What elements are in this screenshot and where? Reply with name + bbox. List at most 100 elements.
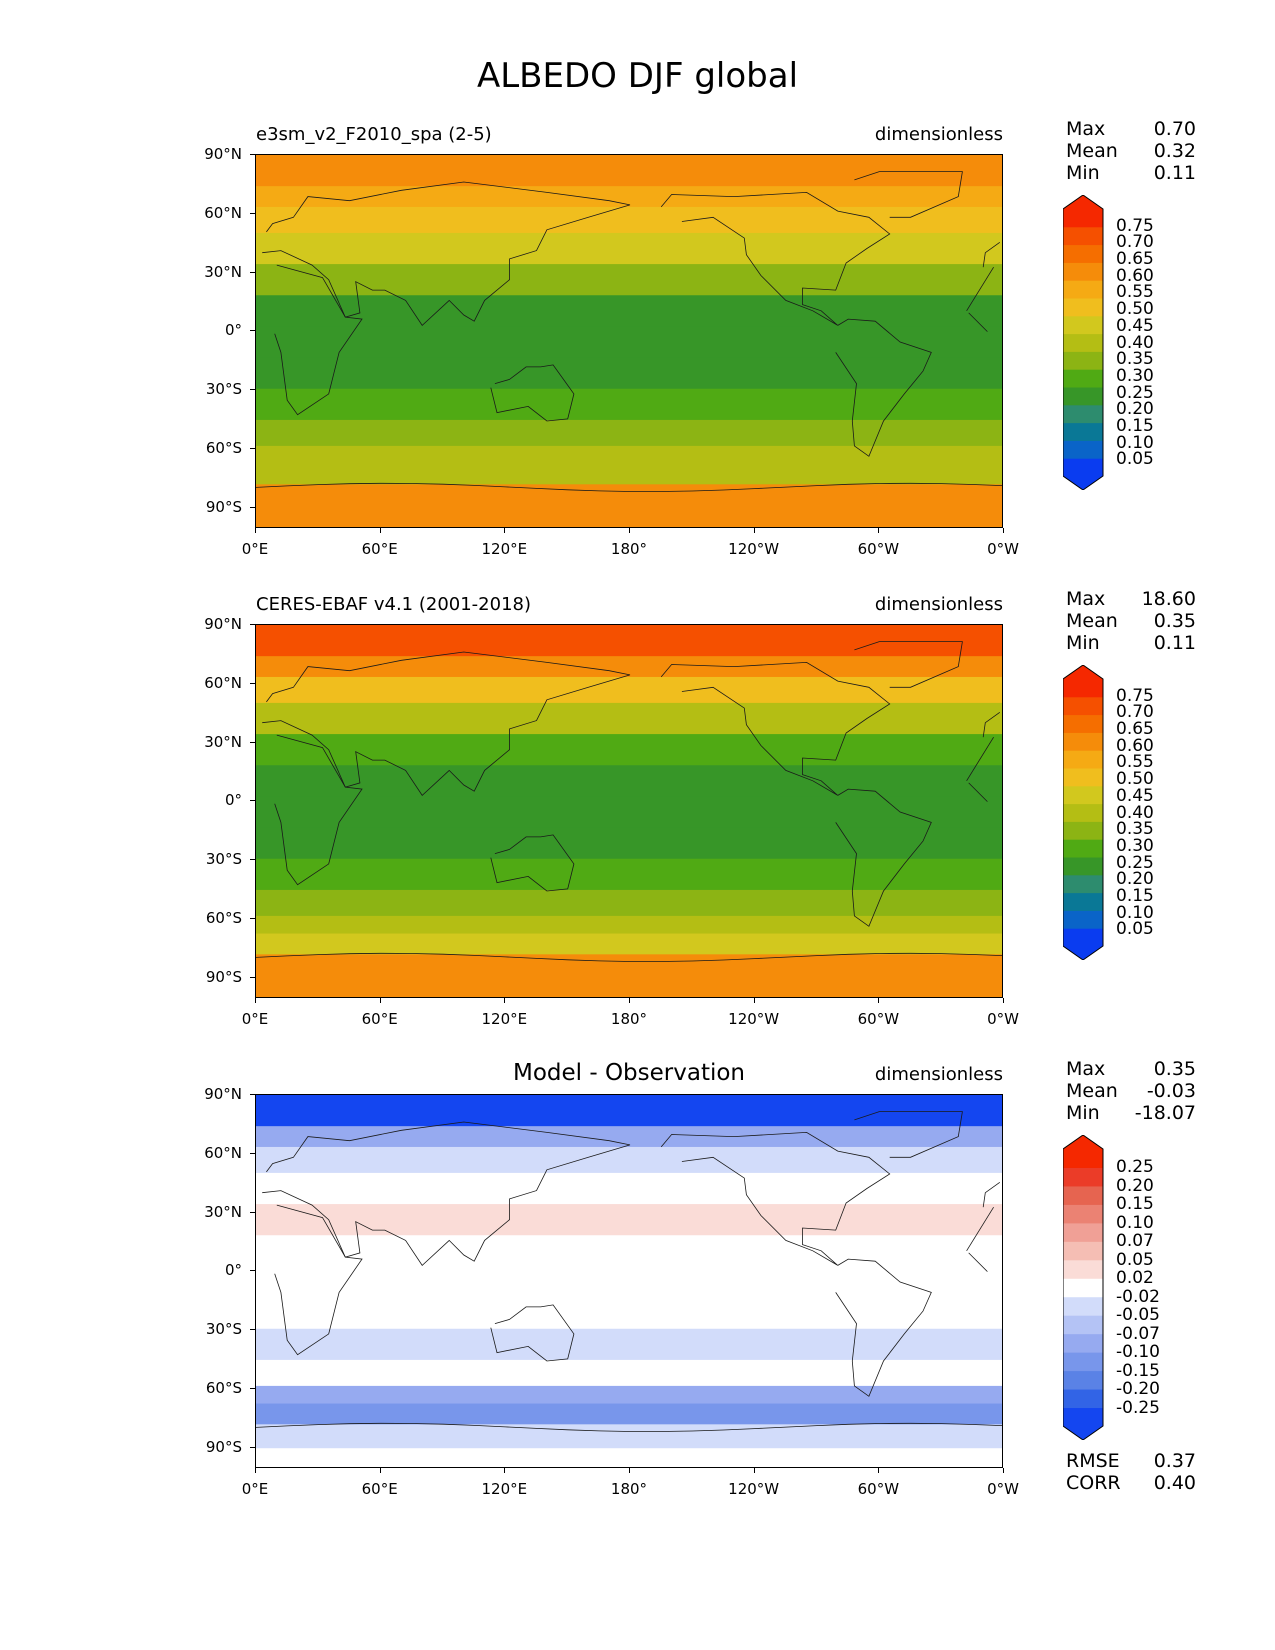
x-tick-label: 120°E xyxy=(481,1010,528,1028)
x-tick xyxy=(1003,998,1004,1003)
coastline xyxy=(966,266,994,312)
x-tick xyxy=(379,998,381,1003)
colorbar-swatch xyxy=(1063,369,1103,388)
stat-label: Min xyxy=(1066,632,1100,654)
coastline xyxy=(835,788,932,927)
colorbar-label: 0.45 xyxy=(1116,315,1154,336)
colorbar-label: 0.65 xyxy=(1116,719,1154,740)
y-tick xyxy=(250,389,255,390)
y-tick xyxy=(250,1329,255,1330)
lat-band-cell xyxy=(256,915,1002,935)
colorbar-label: -0.25 xyxy=(1116,1397,1160,1418)
coastline-antarctica xyxy=(256,952,1002,962)
colorbar-swatch xyxy=(1063,785,1103,805)
coastline xyxy=(966,1206,994,1252)
y-tick xyxy=(250,918,255,919)
colorbar-label: 0.05 xyxy=(1116,919,1154,940)
x-tick-label: 180° xyxy=(610,540,648,558)
y-tick-label: 90°N xyxy=(204,1085,242,1103)
colorbar-label: 0.45 xyxy=(1116,785,1154,806)
lat-band-cell xyxy=(256,625,1002,657)
map-svg xyxy=(256,155,1002,527)
panel-model: e3sm_v2_F2010_spa (2-5) dimensionless Ma… xyxy=(0,0,1275,558)
colorbar-extend-top xyxy=(1063,195,1103,209)
y-tick-label: 60°N xyxy=(204,1144,242,1162)
y-tick-label: 0° xyxy=(224,321,242,339)
y-tick xyxy=(250,977,255,978)
x-tick-label: 120°W xyxy=(728,1010,780,1028)
colorbar-label: 0.60 xyxy=(1116,735,1154,756)
y-tick-label: 60°S xyxy=(205,1379,242,1397)
x-tick xyxy=(878,528,880,533)
colorbar-swatch xyxy=(1063,874,1103,894)
y-tick-label: 60°S xyxy=(205,909,242,927)
map-plot xyxy=(255,1094,1003,1468)
coastline xyxy=(660,661,891,796)
x-tick xyxy=(753,998,755,1003)
map-svg xyxy=(256,625,1002,997)
colorbar-swatch xyxy=(1063,226,1103,246)
y-tick-label: 0° xyxy=(224,791,242,809)
metric-value: 0.37 xyxy=(1153,1450,1196,1472)
panel-units: dimensionless xyxy=(874,1064,1003,1085)
colorbar-swatch xyxy=(1063,333,1103,352)
stat-value: -18.07 xyxy=(1134,1102,1196,1124)
stat-label: Mean xyxy=(1066,1080,1118,1102)
y-tick xyxy=(250,1153,255,1154)
colorbar-label: -0.10 xyxy=(1116,1342,1160,1363)
lat-band-cell xyxy=(256,1403,1002,1425)
y-tick xyxy=(250,859,255,860)
y-tick-label: 0° xyxy=(224,1261,242,1279)
x-tick-label: 0°W xyxy=(987,1010,1019,1028)
stat-label: Min xyxy=(1066,1102,1100,1124)
colorbar-swatch xyxy=(1063,928,1103,947)
y-tick-label: 90°S xyxy=(205,1438,242,1456)
colorbar-swatch xyxy=(1063,262,1103,281)
map-plot xyxy=(255,624,1003,998)
x-tick-label: 120°E xyxy=(481,540,528,558)
colorbar-swatch xyxy=(1063,910,1103,929)
colorbar-swatch xyxy=(1063,803,1103,822)
colorbar-swatch xyxy=(1063,280,1103,299)
colorbar-label: -0.15 xyxy=(1116,1360,1160,1381)
lat-band-cell xyxy=(256,326,1002,359)
colorbar-label: 0.25 xyxy=(1116,852,1154,873)
lat-band-cell xyxy=(256,1172,1002,1205)
colorbar-label: 0.50 xyxy=(1116,299,1154,320)
lat-band-cell xyxy=(256,796,1002,829)
y-tick-label: 60°S xyxy=(205,439,242,457)
colorbar-label: 0.35 xyxy=(1116,349,1154,370)
lat-band-cell xyxy=(256,1385,1002,1405)
colorbar-label: 0.40 xyxy=(1116,802,1154,823)
coastline xyxy=(274,734,363,886)
x-tick xyxy=(878,1468,880,1473)
lat-band-cell xyxy=(256,484,1002,509)
y-tick-label: 30°S xyxy=(205,850,242,868)
colorbar-label: 0.20 xyxy=(1116,1175,1154,1196)
colorbar-label: -0.07 xyxy=(1116,1323,1160,1344)
stat-value: 0.32 xyxy=(1153,140,1196,162)
x-tick xyxy=(629,998,630,1003)
x-tick-label: 0°W xyxy=(987,540,1019,558)
y-tick-label: 60°N xyxy=(204,204,242,222)
colorbar-label: 0.35 xyxy=(1116,819,1154,840)
colorbar-swatch xyxy=(1063,209,1103,228)
colorbar-swatch xyxy=(1063,1241,1103,1261)
coastline xyxy=(835,1258,932,1397)
colorbar-label: 0.70 xyxy=(1116,702,1154,723)
panel-title: e3sm_v2_F2010_spa (2-5) xyxy=(256,124,492,145)
colorbar-swatch xyxy=(1063,857,1103,876)
colorbar xyxy=(1063,665,1104,960)
colorbar-label: 0.75 xyxy=(1116,685,1154,706)
lat-band-cell xyxy=(256,388,1002,421)
lat-band-cell xyxy=(256,186,1002,208)
x-tick xyxy=(629,528,630,533)
x-tick-label: 0°E xyxy=(241,1480,269,1498)
lat-band-cell xyxy=(256,978,1002,997)
x-tick xyxy=(504,528,506,533)
x-tick xyxy=(255,528,256,533)
stat-value: 0.11 xyxy=(1153,632,1196,654)
colorbar-swatch xyxy=(1063,1407,1103,1427)
colorbar-swatch xyxy=(1063,1333,1103,1353)
colorbar-extend-bottom xyxy=(1063,1426,1103,1440)
